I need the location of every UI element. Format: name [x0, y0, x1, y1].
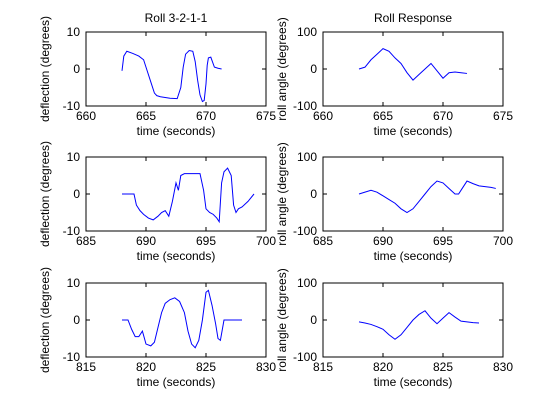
- y-axis-label: roll angle (degrees): [275, 268, 289, 371]
- x-tick-label: 700: [256, 234, 276, 248]
- y-tick-label: 100: [297, 150, 317, 164]
- y-tick-label: -100: [293, 350, 317, 364]
- y-tick-label: -100: [293, 224, 317, 238]
- x-tick-label: 825: [196, 360, 216, 374]
- x-tick-label: 825: [433, 360, 453, 374]
- x-tick-label: 695: [196, 234, 216, 248]
- x-tick-label: 815: [313, 360, 333, 374]
- series-line: [122, 167, 255, 224]
- y-tick-label: 10: [67, 25, 81, 39]
- y-tick-label: -10: [63, 350, 81, 364]
- y-tick-label: 0: [310, 187, 317, 201]
- x-tick-label: 660: [313, 109, 333, 123]
- x-axis-label: time (seconds): [374, 124, 453, 138]
- x-axis-label: time (seconds): [374, 375, 453, 389]
- x-tick-label: 820: [136, 360, 156, 374]
- subplot-2: 660 665 670 675 -100 0 100 time (seconds) roll a…: [275, 11, 513, 138]
- x-axis-label: time (seconds): [137, 375, 216, 389]
- subplot-3: 685 690 695 700 -10 0 10 time (seconds) deflecti…: [38, 141, 276, 263]
- axes-frame: [322, 31, 504, 107]
- y-axis-label: deflection (degrees): [38, 16, 52, 122]
- x-axis-label: time (seconds): [374, 249, 453, 263]
- x-tick-label: 685: [76, 234, 96, 248]
- x-tick-label: 830: [256, 360, 276, 374]
- x-tick-label: 665: [136, 109, 156, 123]
- x-tick-label: 820: [373, 360, 393, 374]
- series-line: [358, 48, 468, 81]
- y-tick-label: 100: [297, 276, 317, 290]
- x-tick-label: 675: [493, 109, 513, 123]
- y-tick-label: -10: [63, 224, 81, 238]
- subplot-1: 660 665 670 675 -10 0 10 time (seconds) deflecti…: [38, 11, 276, 138]
- subplot-title: Roll 3-2-1-1: [145, 11, 208, 25]
- x-tick-label: 830: [493, 360, 513, 374]
- subplot-6: 815 820 825 830 -100 0 100 time (seconds) roll a…: [275, 268, 513, 389]
- series-line: [121, 49, 222, 103]
- subplot-4: 685 690 695 700 -100 0 100 time (seconds) roll a…: [275, 142, 513, 263]
- x-tick-label: 695: [433, 234, 453, 248]
- y-tick-label: -100: [293, 99, 317, 113]
- x-tick-label: 815: [76, 360, 96, 374]
- x-tick-label: 700: [493, 234, 513, 248]
- x-axis-label: time (seconds): [137, 249, 216, 263]
- axes-frame: [85, 156, 267, 232]
- axes-frame: [322, 156, 504, 232]
- y-tick-label: 10: [67, 150, 81, 164]
- y-tick-label: 0: [310, 313, 317, 327]
- subplot-5: 815 820 825 830 -10 0 10 time (seconds) deflecti…: [38, 267, 276, 389]
- y-tick-label: 10: [67, 276, 81, 290]
- x-tick-label: 660: [76, 109, 96, 123]
- y-tick-label: 0: [73, 187, 80, 201]
- x-tick-label: 670: [433, 109, 453, 123]
- y-tick-label: 0: [73, 313, 80, 327]
- subplot-title: Roll Response: [374, 11, 452, 25]
- y-tick-label: 0: [310, 62, 317, 76]
- y-axis-label: roll angle (degrees): [275, 142, 289, 245]
- x-tick-label: 665: [373, 109, 393, 123]
- y-axis-label: deflection (degrees): [38, 267, 52, 373]
- x-tick-label: 685: [313, 234, 333, 248]
- series-line: [358, 310, 480, 340]
- y-tick-label: 0: [73, 62, 80, 76]
- x-tick-label: 670: [196, 109, 216, 123]
- x-tick-label: 690: [373, 234, 393, 248]
- series-line: [122, 289, 242, 349]
- x-tick-label: 675: [256, 109, 276, 123]
- axes-frame: [85, 31, 267, 107]
- y-axis-label: deflection (degrees): [38, 141, 52, 247]
- x-tick-label: 690: [136, 234, 156, 248]
- y-axis-label: roll angle (degrees): [275, 17, 289, 120]
- series-line: [358, 180, 496, 214]
- y-tick-label: 100: [297, 25, 317, 39]
- x-axis-label: time (seconds): [137, 124, 216, 138]
- y-tick-label: -10: [63, 99, 81, 113]
